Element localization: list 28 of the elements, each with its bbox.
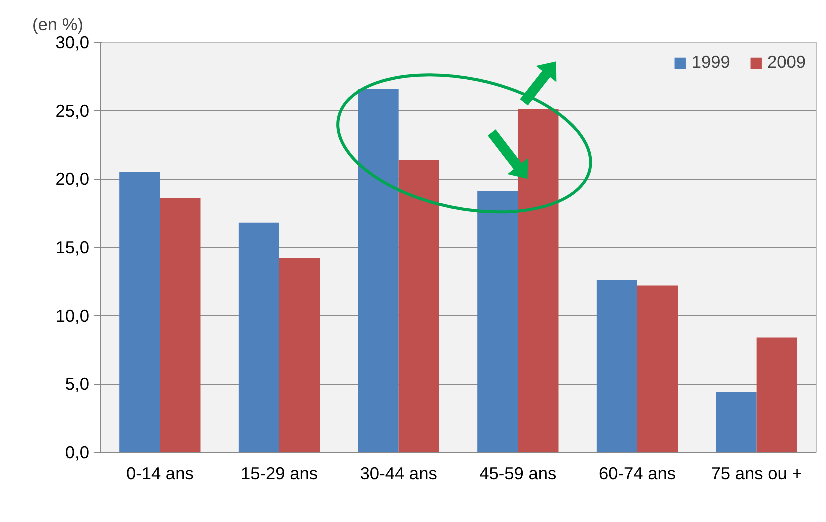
y-tick-label: 5,0 (65, 374, 90, 394)
x-tick-label: 0-14 ans (126, 464, 194, 484)
bar (358, 88, 399, 452)
bar (160, 198, 201, 452)
y-axis-title: (en %) (32, 14, 84, 34)
y-tick-label: 0,0 (65, 442, 90, 462)
y-tick-label: 30,0 (56, 32, 90, 52)
bar (280, 258, 320, 452)
bar (596, 280, 638, 452)
legend-label: 1999 (692, 52, 730, 73)
x-tick-label: 30-44 ans (360, 464, 438, 484)
x-tick-label: 60-74 ans (598, 464, 676, 484)
y-tick-label: 10,0 (56, 306, 90, 326)
bar (518, 109, 559, 452)
y-tick-label: 25,0 (56, 100, 90, 121)
x-tick-label: 45-59 ans (480, 464, 558, 484)
bar (638, 286, 678, 452)
legend-label: 2009 (767, 52, 806, 73)
x-tick-label: 15-29 ans (240, 464, 318, 484)
bar (398, 160, 440, 452)
x-tick-label: 75 ans ou + (711, 464, 802, 484)
bar (478, 191, 518, 452)
y-tick-label: 15,0 (56, 238, 90, 258)
bar (238, 222, 280, 452)
bar (756, 338, 798, 452)
bar (716, 392, 757, 452)
bar (120, 172, 160, 452)
y-tick-label: 20,0 (56, 169, 90, 190)
